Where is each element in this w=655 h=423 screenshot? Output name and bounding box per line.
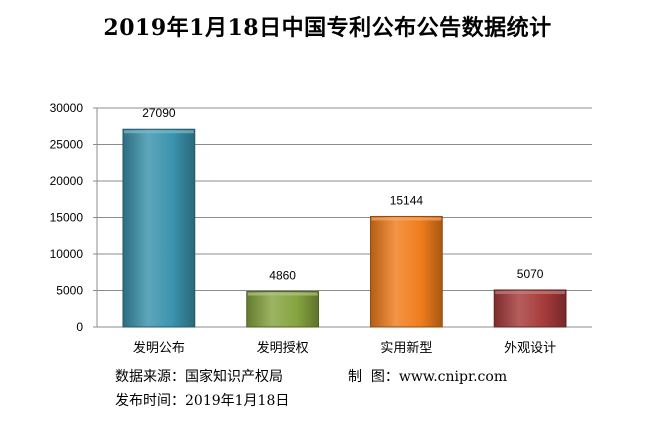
publish-time: 发布时间：2019年1月18日: [115, 390, 289, 410]
y-tick-label: 0: [76, 320, 83, 334]
y-axis-ticks: 0 5000 10000 15000 20000 25000 30000: [50, 101, 97, 334]
data-label: 4860: [269, 269, 296, 283]
bar: [494, 290, 566, 327]
chart-maker-label: 制 图：: [348, 369, 399, 385]
category-label: 发明公布: [133, 340, 185, 356]
data-labels: 27090 4860 15144 5070: [142, 106, 544, 282]
data-source-label: 数据来源：: [115, 369, 185, 385]
y-tick-label: 30000: [50, 101, 84, 115]
category-label: 实用新型: [380, 340, 432, 356]
y-tick-label: 15000: [50, 211, 84, 225]
category-labels: 发明公布 发明授权 实用新型 外观设计: [133, 340, 556, 356]
bar-highlight: [124, 130, 194, 133]
bar-highlight: [495, 291, 565, 294]
category-label: 发明授权: [257, 340, 309, 356]
publish-time-value: 2019年1月18日: [185, 393, 289, 409]
data-label: 27090: [142, 106, 176, 120]
data-label: 15144: [390, 193, 424, 207]
data-label: 5070: [517, 267, 544, 281]
chart-maker-value: www.cnipr.com: [399, 369, 507, 385]
y-tick-label: 10000: [50, 247, 84, 261]
category-label: 外观设计: [504, 341, 556, 356]
bar: [123, 129, 195, 327]
data-source: 数据来源：国家知识产权局: [115, 366, 283, 386]
chart-maker: 制 图：www.cnipr.com: [348, 366, 507, 386]
y-tick-label: 20000: [50, 174, 84, 188]
y-tick-label: 5000: [56, 284, 83, 298]
bar-highlight: [248, 293, 318, 296]
y-tick-label: 25000: [50, 138, 84, 152]
bar-highlight: [371, 217, 441, 220]
publish-time-label: 发布时间：: [115, 393, 185, 409]
bar: [247, 292, 319, 327]
bars: [123, 129, 566, 327]
bar: [370, 216, 442, 327]
data-source-value: 国家知识产权局: [185, 369, 283, 385]
